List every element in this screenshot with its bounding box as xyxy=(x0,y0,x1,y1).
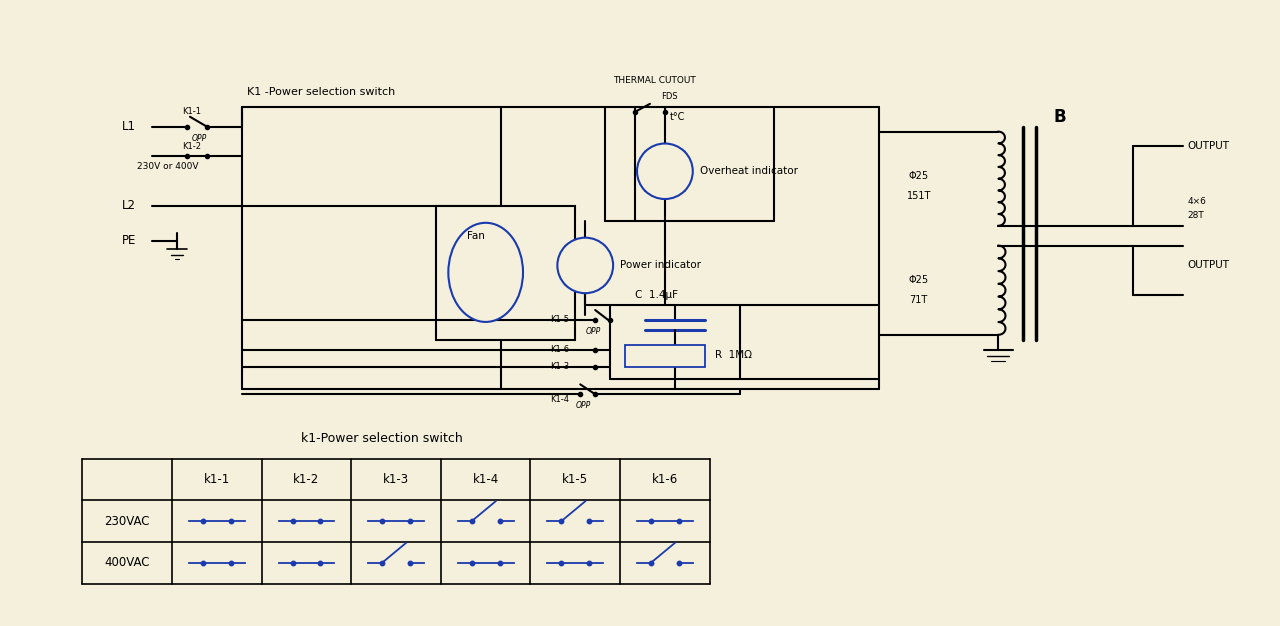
Text: K1-4: K1-4 xyxy=(550,395,570,404)
Text: k1-4: k1-4 xyxy=(472,473,499,486)
Text: Overheat indicator: Overheat indicator xyxy=(700,167,797,177)
Text: k1-2: k1-2 xyxy=(293,473,320,486)
Text: 151T: 151T xyxy=(906,191,931,201)
Text: k1-6: k1-6 xyxy=(652,473,678,486)
Text: Φ25: Φ25 xyxy=(909,275,929,285)
Bar xyxy=(625,345,705,366)
Circle shape xyxy=(557,238,613,293)
Circle shape xyxy=(637,143,692,199)
Text: K1-5: K1-5 xyxy=(550,316,570,324)
Text: 230VAC: 230VAC xyxy=(105,515,150,528)
Text: K1 -Power selection switch: K1 -Power selection switch xyxy=(247,87,396,97)
Ellipse shape xyxy=(448,223,524,322)
Text: OUTPUT: OUTPUT xyxy=(1188,141,1230,151)
Text: K1-6: K1-6 xyxy=(550,345,570,354)
Text: k1-3: k1-3 xyxy=(383,473,410,486)
Text: Fan: Fan xyxy=(467,231,485,240)
Text: R  1MΩ: R 1MΩ xyxy=(714,350,751,359)
Text: 4×6: 4×6 xyxy=(1188,197,1207,205)
Text: k1-1: k1-1 xyxy=(204,473,230,486)
Text: k1-5: k1-5 xyxy=(562,473,589,486)
Text: OPP: OPP xyxy=(585,327,600,336)
Text: THERMAL CUTOUT: THERMAL CUTOUT xyxy=(613,76,696,85)
Text: OPP: OPP xyxy=(575,401,590,409)
Text: K1-1: K1-1 xyxy=(182,107,201,116)
Text: FDS: FDS xyxy=(662,93,678,101)
Text: B: B xyxy=(1053,108,1066,126)
Text: Φ25: Φ25 xyxy=(909,172,929,181)
Text: 400VAC: 400VAC xyxy=(105,557,150,569)
Text: PE: PE xyxy=(123,234,137,247)
Text: OPP: OPP xyxy=(192,134,207,143)
Text: OUTPUT: OUTPUT xyxy=(1188,260,1230,270)
Text: L1: L1 xyxy=(123,120,136,133)
Text: Power indicator: Power indicator xyxy=(620,260,701,270)
Text: L2: L2 xyxy=(123,200,136,212)
Text: 28T: 28T xyxy=(1188,212,1204,220)
Text: C  1.4μF: C 1.4μF xyxy=(635,290,678,300)
Text: 71T: 71T xyxy=(910,295,928,305)
Text: 230V or 400V: 230V or 400V xyxy=(137,162,198,171)
Text: k1-Power selection switch: k1-Power selection switch xyxy=(302,433,463,445)
Text: K1-3: K1-3 xyxy=(550,362,570,371)
Bar xyxy=(436,206,575,340)
Text: K1-2: K1-2 xyxy=(182,142,201,151)
Text: t°C: t°C xyxy=(669,112,685,122)
